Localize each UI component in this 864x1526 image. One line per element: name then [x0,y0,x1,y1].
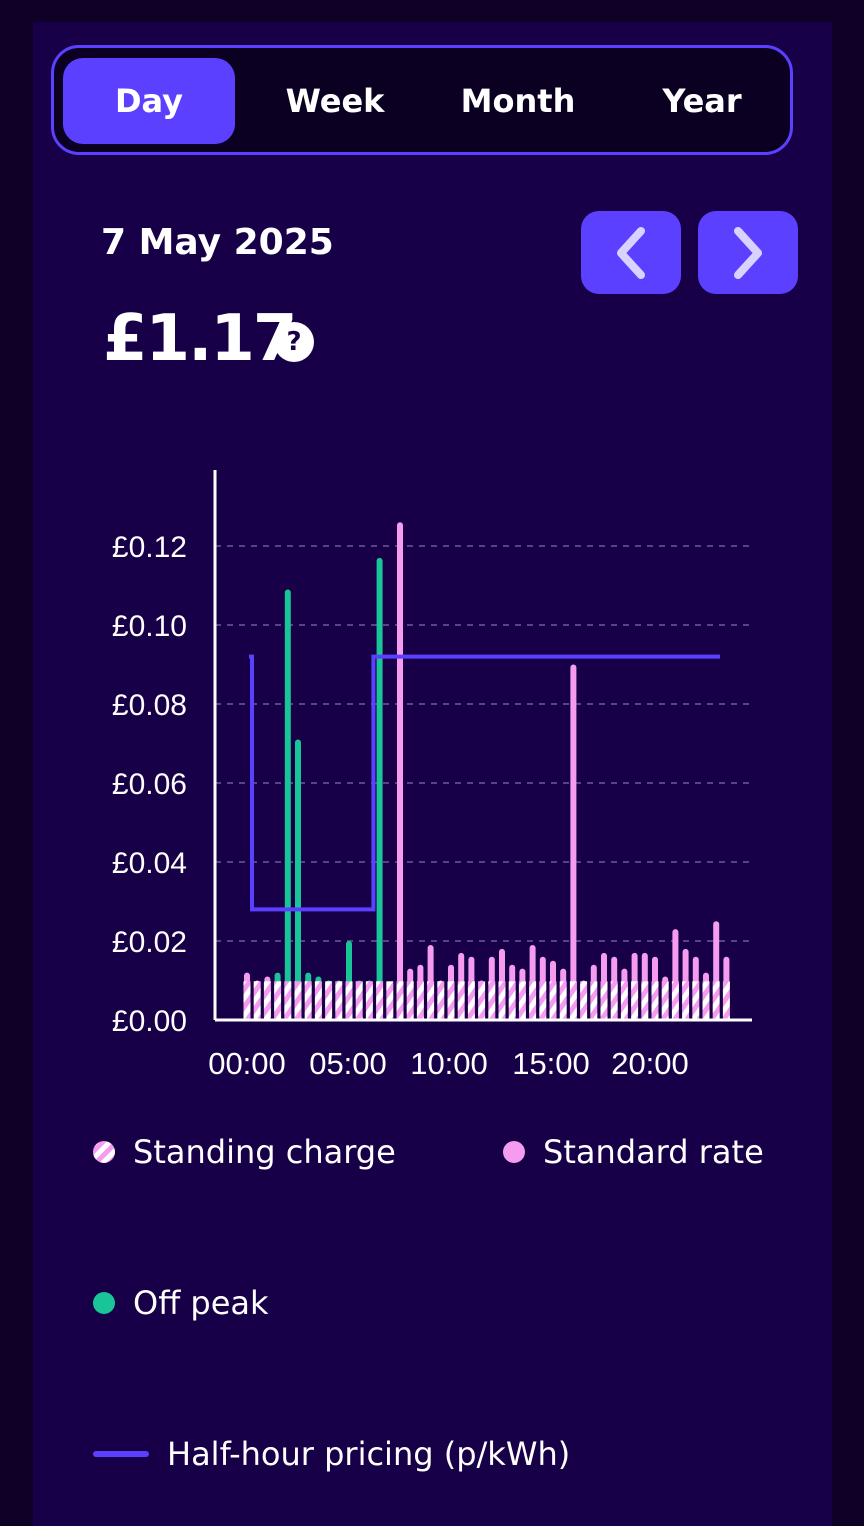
legend-standard-rate: Standard rate [503,1133,764,1171]
legend-half-hour-pricing: Half-hour pricing (p/kWh) [93,1435,570,1473]
standing-charge-bar [498,981,506,1020]
standing-charge-bar [345,981,353,1020]
standing-charge-bar [631,981,639,1020]
standing-charge-bar [671,981,679,1020]
standard-rate-bar [397,522,403,1020]
off-peak-bar [376,557,383,1020]
cost-chart: £0.00 £0.02 £0.04 £0.06 £0.08 £0.10 £0.12 00:00… [112,470,752,1081]
period-tabs: Day Week Month Year [51,45,793,155]
standing-charge-bar [651,981,659,1020]
half-hour-pricing-line [249,654,720,912]
standing-charge-bar [569,981,577,1020]
standing-charge-bar [274,981,282,1020]
off-peak-swatch-icon [93,1292,115,1314]
standing-charge-bar [243,981,251,1020]
tab-year[interactable]: Year [662,82,742,120]
standing-charge-bar [590,981,598,1020]
standing-charge-bar [427,981,435,1020]
standing-charge-bar [559,981,567,1020]
standing-charge-bar [682,981,690,1020]
y-tick-label: £0.02 [112,926,187,959]
standing-charge-bar [518,981,526,1020]
standing-charge-bar [416,981,424,1020]
chevron-right-icon [734,226,762,279]
legend-off-peak: Off peak [93,1284,269,1322]
standing-charge-bar [396,981,404,1020]
x-tick-label: 00:00 [208,1046,286,1081]
tab-week[interactable]: Week [285,82,385,120]
y-tick-label: £0.08 [112,689,187,722]
standard-rate-bar [570,664,577,1020]
off-peak-bar [295,739,301,1020]
standing-charge-bar [314,981,322,1020]
standing-charge-bar [539,981,547,1020]
y-tick-label: £0.10 [112,610,187,643]
previous-day-button[interactable] [581,211,681,294]
pricing-line-swatch-icon [93,1451,149,1457]
y-tick-label: £0.06 [112,768,187,801]
standing-charge-bar [712,981,720,1020]
chevron-left-icon [617,226,645,279]
legend-label: Half-hour pricing (p/kWh) [167,1435,571,1473]
standing-charge-bar [488,981,496,1020]
x-tick-label: 10:00 [410,1046,488,1081]
standing-charge-bar [610,981,618,1020]
next-day-button[interactable] [698,211,798,294]
x-tick-label: 20:00 [611,1046,689,1081]
standing-charge-bar [365,981,373,1020]
standing-charge-bar [325,981,333,1020]
x-tick-label: 15:00 [512,1046,590,1081]
standing-charge-bar [722,981,730,1020]
standing-charge-bar [702,981,710,1020]
standing-charge-bar [386,981,394,1020]
standing-charge-bar [600,981,608,1020]
y-tick-label: £0.12 [112,531,187,564]
selected-date: 7 May 2025 [101,222,334,263]
x-tick-label: 05:00 [309,1046,387,1081]
standing-charge-bar [447,981,455,1020]
legend-label: Standing charge [133,1133,396,1171]
help-icon[interactable]: ? [274,322,314,362]
standing-charge-bar [580,981,588,1020]
standing-charge-bar [620,981,628,1020]
standing-charge-bar [467,981,475,1020]
off-peak-bar [284,589,291,1020]
standing-charge-bar [406,981,414,1020]
tab-month[interactable]: Month [460,82,576,120]
standing-charge-bar [263,981,271,1020]
standing-charge-bar [355,981,363,1020]
standing-charge-bar [529,981,537,1020]
legend-standing-charge: Standing charge [93,1133,396,1171]
standard-rate-swatch-icon [503,1141,525,1163]
total-cost: £1.17 [103,302,297,376]
standing-charge-bar [284,981,292,1020]
standing-charge-bar [335,981,343,1020]
standing-charge-bar [437,981,445,1020]
legend-label: Off peak [133,1284,269,1322]
standing-charge-swatch-icon [93,1141,115,1163]
standing-charge-bar [508,981,516,1020]
tab-day[interactable]: Day [63,58,235,144]
legend-label: Standard rate [543,1133,764,1171]
standing-charge-bar [376,981,384,1020]
standing-charge-bar [549,981,557,1020]
standing-charge-bar [294,981,302,1020]
y-tick-label: £0.00 [112,1005,187,1038]
standing-charge-bar [253,981,261,1020]
standing-charge-bar [457,981,465,1020]
standing-charge-bar [478,981,486,1020]
standing-charge-bar [692,981,700,1020]
standing-charge-bar [641,981,649,1020]
standing-charge-bar [304,981,312,1020]
standing-charge-bar [661,981,669,1020]
y-tick-label: £0.04 [112,847,187,880]
